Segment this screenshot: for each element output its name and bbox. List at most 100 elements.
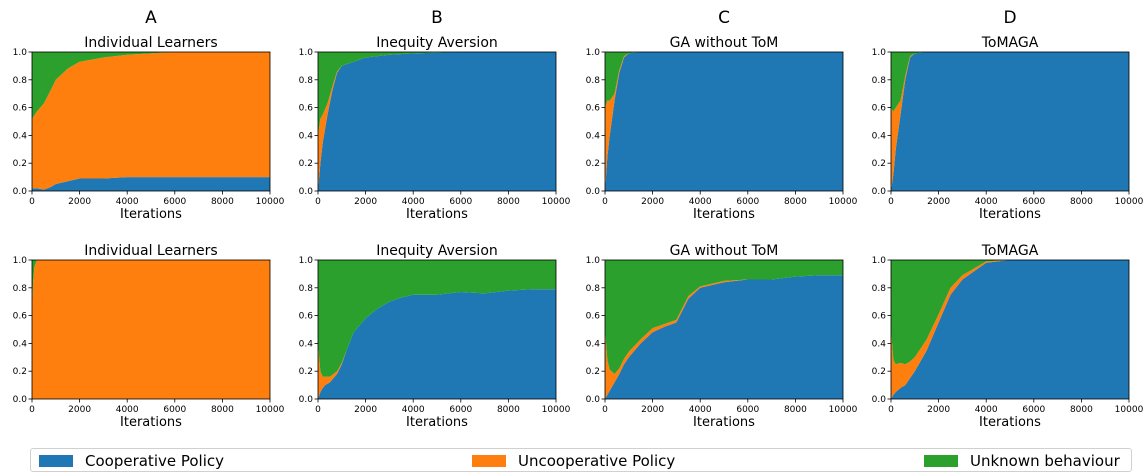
x-tick-label: 2000: [641, 405, 664, 415]
x-tick-label: 6000: [1022, 197, 1045, 207]
y-tick-label: 0.4: [13, 339, 28, 349]
y-tick-label: 0.8: [13, 284, 28, 294]
y-tick-label: 0.8: [586, 284, 601, 294]
y-tick-label: 0.2: [13, 159, 27, 169]
x-tick-label: 0: [315, 405, 321, 415]
panel-0-1: Inequity Aversion 0.0 0.2 0.4 0.6 0.8 1.0 0 2000…: [299, 35, 571, 222]
area-unknown: [32, 52, 270, 119]
x-tick-label: 4000: [402, 405, 425, 415]
y-tick-label: 0.0: [872, 395, 887, 405]
x-tick-label: 4000: [975, 405, 998, 415]
y-tick-label: 0.2: [299, 367, 313, 377]
panel-title: GA without ToM: [670, 243, 779, 259]
y-tick-label: 0.4: [586, 131, 601, 141]
legend-label-unknown: Unknown behaviour: [970, 452, 1120, 470]
y-tick-label: 0.4: [586, 339, 601, 349]
area-cooperative: [318, 52, 556, 191]
y-tick-label: 0.0: [872, 187, 887, 197]
x-tick-label: 4000: [402, 197, 425, 207]
y-tick-label: 0.6: [872, 104, 887, 114]
column-letter-d: D: [1003, 8, 1016, 28]
legend-swatch-unknown: [924, 455, 958, 467]
area-cooperative: [32, 177, 270, 191]
y-tick-label: 1.0: [299, 48, 314, 58]
x-tick-label: 0: [888, 197, 894, 207]
x-tick-label: 6000: [736, 405, 759, 415]
y-tick-label: 0.6: [872, 312, 887, 322]
y-tick-label: 1.0: [586, 256, 601, 266]
area-unknown: [318, 52, 556, 136]
y-tick-label: 1.0: [13, 256, 28, 266]
x-tick-label: 0: [29, 405, 35, 415]
area-unknown: [318, 260, 556, 377]
x-tick-label: 4000: [689, 405, 712, 415]
axes-frame: [890, 259, 1130, 400]
area-cooperative: [891, 52, 1129, 191]
panel-0-0: Individual Learners 0.0 0.2 0.4 0.6 0.8 1.0 0 20…: [13, 35, 285, 222]
axes-frame: [604, 51, 844, 192]
x-tick-label: 8000: [211, 197, 234, 207]
x-tick-label: 10000: [829, 197, 858, 207]
column-letter-a: A: [145, 8, 157, 28]
x-tick-label: 6000: [1022, 405, 1045, 415]
legend-swatch-uncooperative: [472, 455, 506, 467]
x-tick-label: 0: [602, 405, 608, 415]
x-tick-label: 8000: [497, 197, 520, 207]
x-tick-label: 2000: [68, 405, 91, 415]
axes-frame: [317, 51, 557, 192]
x-tick-label: 2000: [927, 197, 950, 207]
x-tick-label: 8000: [784, 405, 807, 415]
x-tick-label: 2000: [641, 197, 664, 207]
area-uncooperative: [32, 52, 270, 190]
x-tick-label: 8000: [1070, 197, 1093, 207]
x-tick-label: 10000: [829, 405, 858, 415]
axes-frame: [31, 51, 271, 192]
x-tick-label: 10000: [1115, 197, 1144, 207]
x-tick-label: 0: [29, 197, 35, 207]
x-tick-label: 2000: [354, 405, 377, 415]
x-axis-label: Iterations: [120, 207, 182, 222]
y-tick-label: 0.2: [13, 367, 27, 377]
x-tick-label: 6000: [736, 197, 759, 207]
y-tick-label: 0.0: [586, 395, 601, 405]
panel-title: Individual Learners: [84, 243, 217, 259]
y-tick-label: 1.0: [872, 48, 887, 58]
legend-swatch-cooperative: [39, 455, 73, 467]
x-tick-label: 8000: [211, 405, 234, 415]
area-uncooperative: [32, 260, 270, 399]
x-tick-label: 0: [888, 405, 894, 415]
x-tick-label: 4000: [975, 197, 998, 207]
y-tick-label: 0.8: [586, 76, 601, 86]
y-tick-label: 1.0: [872, 256, 887, 266]
column-letter-b: B: [431, 8, 443, 28]
x-tick-label: 8000: [784, 197, 807, 207]
x-tick-label: 6000: [449, 405, 472, 415]
x-tick-label: 10000: [256, 197, 285, 207]
y-tick-label: 0.2: [872, 367, 886, 377]
y-tick-label: 0.6: [586, 312, 601, 322]
x-axis-label: Iterations: [406, 207, 468, 222]
legend: Cooperative Policy Uncooperative Policy …: [30, 448, 1132, 472]
y-tick-label: 0.4: [872, 131, 887, 141]
y-tick-label: 0.6: [586, 104, 601, 114]
column-letter-c: C: [718, 8, 730, 28]
panel-title: Inequity Aversion: [376, 243, 498, 259]
x-tick-label: 10000: [542, 197, 571, 207]
y-tick-label: 0.6: [13, 104, 28, 114]
panel-1-0: Individual Learners 0.0 0.2 0.4 0.6 0.8 1.0 0 20…: [13, 243, 285, 430]
y-tick-label: 0.0: [299, 187, 314, 197]
legend-label-uncooperative: Uncooperative Policy: [518, 452, 676, 470]
panel-0-2: GA without ToM 0.0 0.2 0.4 0.6 0.8 1.0 0 2000 400…: [586, 35, 858, 222]
legend-item-uncooperative: Uncooperative Policy: [472, 451, 675, 471]
x-tick-label: 0: [315, 197, 321, 207]
x-tick-label: 8000: [497, 405, 520, 415]
area-unknown: [605, 260, 843, 374]
y-tick-label: 0.8: [872, 284, 887, 294]
figure: A B C D Individual Learners 0.0 0.2 0.4 0.6 0.8 1.…: [13, 8, 1144, 430]
y-tick-label: 0.2: [586, 159, 600, 169]
x-axis-label: Iterations: [693, 415, 755, 430]
y-tick-label: 1.0: [13, 48, 28, 58]
y-tick-label: 0.4: [299, 339, 314, 349]
legend-label-cooperative: Cooperative Policy: [85, 452, 225, 470]
panel-1-2: GA without ToM 0.0 0.2 0.4 0.6 0.8 1.0 0 2000 400…: [586, 243, 858, 430]
